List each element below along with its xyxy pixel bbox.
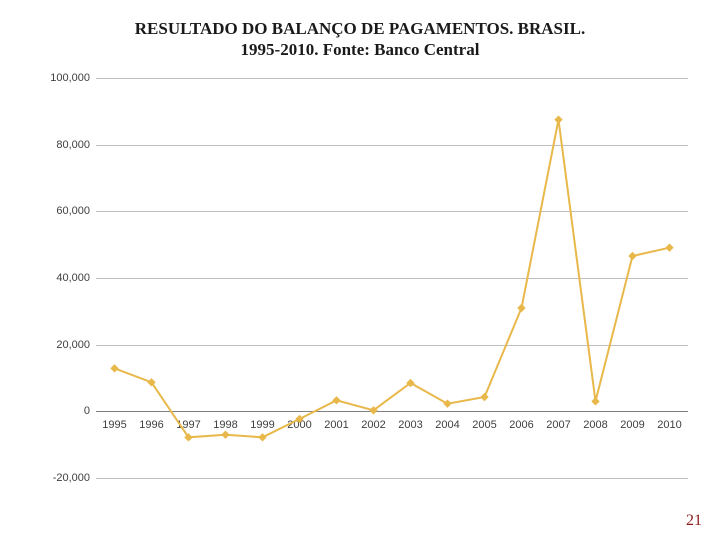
y-tick-label: 60,000 <box>56 205 90 217</box>
data-marker <box>333 397 340 404</box>
data-marker <box>259 434 266 441</box>
data-marker <box>666 244 673 251</box>
data-marker <box>592 398 599 405</box>
data-marker <box>555 116 562 123</box>
y-tick-label: 100,000 <box>50 72 90 84</box>
data-marker <box>518 305 525 312</box>
y-tick-label: -20,000 <box>53 472 90 484</box>
plot-area: -20,000020,00040,00060,00080,000100,0001… <box>96 78 688 478</box>
data-marker <box>296 416 303 423</box>
y-tick-label: 40,000 <box>56 272 90 284</box>
data-marker <box>111 365 118 372</box>
data-marker <box>481 394 488 401</box>
chart-title: RESULTADO DO BALANÇO DE PAGAMENTOS. BRAS… <box>0 0 720 61</box>
line-series <box>96 78 688 478</box>
y-tick-label: 0 <box>84 405 90 417</box>
data-marker <box>629 253 636 260</box>
y-tick-label: 80,000 <box>56 139 90 151</box>
series-line <box>115 120 670 438</box>
chart-area: -20,000020,00040,00060,00080,000100,0001… <box>40 78 690 490</box>
page-number: 21 <box>686 512 702 530</box>
title-line-1: RESULTADO DO BALANÇO DE PAGAMENTOS. BRAS… <box>0 18 720 39</box>
title-line-2: 1995-2010. Fonte: Banco Central <box>0 39 720 60</box>
y-tick-label: 20,000 <box>56 339 90 351</box>
gridline <box>96 478 688 479</box>
data-marker <box>222 431 229 438</box>
